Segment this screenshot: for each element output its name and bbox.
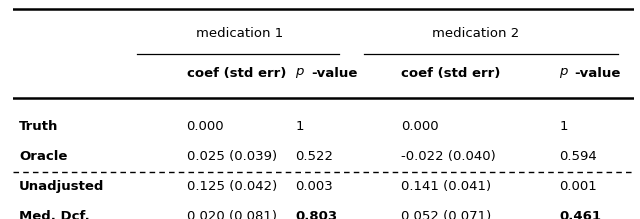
Text: 0.522: 0.522 [295, 150, 333, 163]
Text: 0.052 (0.071): 0.052 (0.071) [401, 210, 491, 219]
Text: Unadjusted: Unadjusted [19, 180, 104, 193]
Text: 0.803: 0.803 [295, 210, 337, 219]
Text: 0.003: 0.003 [295, 180, 333, 193]
Text: -0.022 (0.040): -0.022 (0.040) [401, 150, 495, 163]
Text: medication 2: medication 2 [431, 27, 519, 40]
Text: 0.594: 0.594 [559, 150, 597, 163]
Text: -value: -value [311, 67, 357, 79]
Text: coef (std err): coef (std err) [187, 67, 286, 79]
Text: 0.000: 0.000 [187, 120, 224, 133]
Text: Oracle: Oracle [19, 150, 67, 163]
Text: 0.000: 0.000 [401, 120, 438, 133]
Text: 0.461: 0.461 [559, 210, 601, 219]
Text: 0.001: 0.001 [559, 180, 597, 193]
Text: 1: 1 [559, 120, 568, 133]
Text: Med. Dcf.: Med. Dcf. [19, 210, 90, 219]
Text: medication 1: medication 1 [196, 27, 283, 40]
Text: 0.141 (0.041): 0.141 (0.041) [401, 180, 491, 193]
Text: -value: -value [575, 67, 621, 79]
Text: Truth: Truth [19, 120, 58, 133]
Text: $p$: $p$ [295, 66, 305, 80]
Text: coef (std err): coef (std err) [401, 67, 500, 79]
Text: 0.025 (0.039): 0.025 (0.039) [187, 150, 276, 163]
Text: $p$: $p$ [559, 66, 569, 80]
Text: 0.020 (0.081): 0.020 (0.081) [187, 210, 276, 219]
Text: 0.125 (0.042): 0.125 (0.042) [187, 180, 277, 193]
Text: 1: 1 [295, 120, 304, 133]
